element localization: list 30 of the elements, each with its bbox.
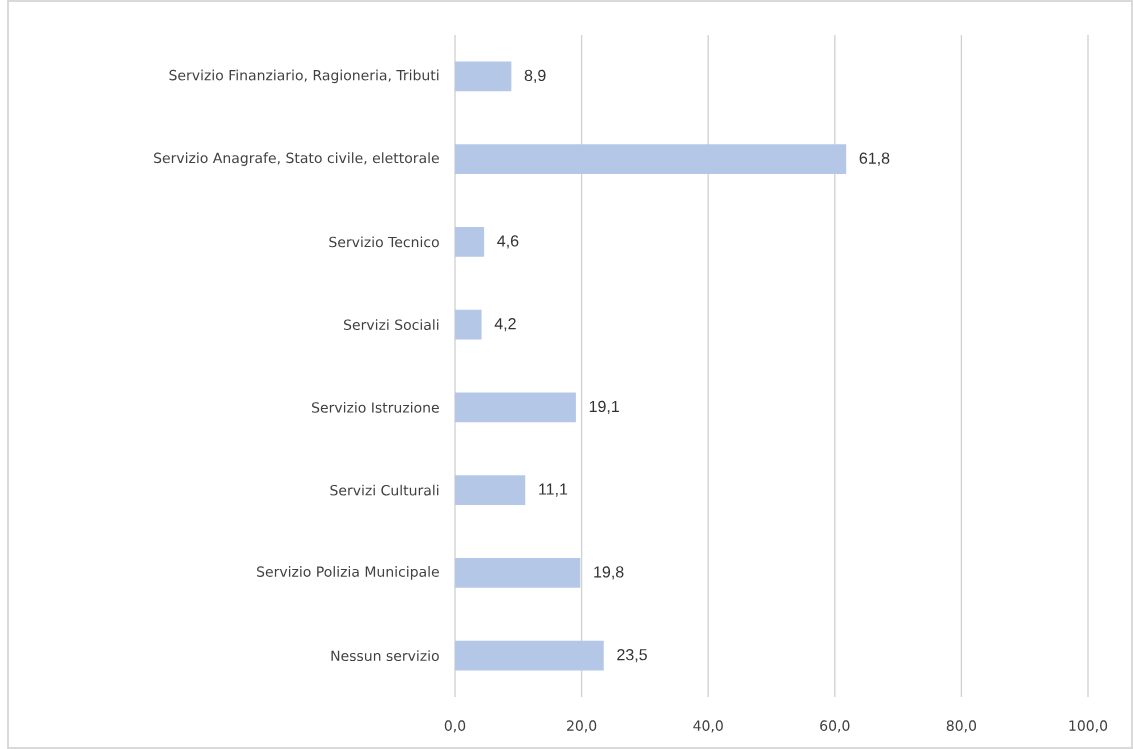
x-tick-label: 40,0 xyxy=(693,720,723,733)
bar xyxy=(455,392,576,423)
x-tick-label: 100,0 xyxy=(1069,720,1108,733)
data-label: 19,8 xyxy=(594,566,624,580)
y-tick-label: Servizi Sociali xyxy=(344,319,439,331)
bar xyxy=(455,226,485,257)
data-label: 23,5 xyxy=(617,649,647,663)
x-tick-label: 60,0 xyxy=(820,720,850,733)
y-tick-label: Servizio Polizia Municipale xyxy=(257,566,439,580)
bar xyxy=(455,309,482,340)
data-label: 61,8 xyxy=(859,152,890,166)
data-label: 4,2 xyxy=(494,318,516,332)
data-label: 19,1 xyxy=(589,400,619,414)
y-tick-label: Servizi Culturali xyxy=(330,484,439,496)
data-label: 11,1 xyxy=(539,483,568,497)
y-tick-label: Servizio Finanziario, Ragioneria, Tributi xyxy=(169,69,439,84)
x-tick-label: 20,0 xyxy=(567,720,597,733)
x-tick-label: 0,0 xyxy=(444,720,466,733)
bar xyxy=(455,61,512,92)
bar xyxy=(455,475,526,506)
y-tick-label: Nessun servizio xyxy=(331,650,439,662)
y-tick-label: Servizio Anagrafe, Stato civile, elettorale xyxy=(154,152,439,166)
x-tick-label: 80,0 xyxy=(946,720,977,733)
data-label: 4,6 xyxy=(497,235,519,249)
y-tick-label: Servizio Istruzione xyxy=(312,401,439,413)
y-tick-label: Servizio Tecnico xyxy=(329,236,439,248)
bar xyxy=(455,557,581,588)
bar xyxy=(455,640,604,671)
data-label: 8,9 xyxy=(524,69,546,83)
bar xyxy=(455,144,847,175)
